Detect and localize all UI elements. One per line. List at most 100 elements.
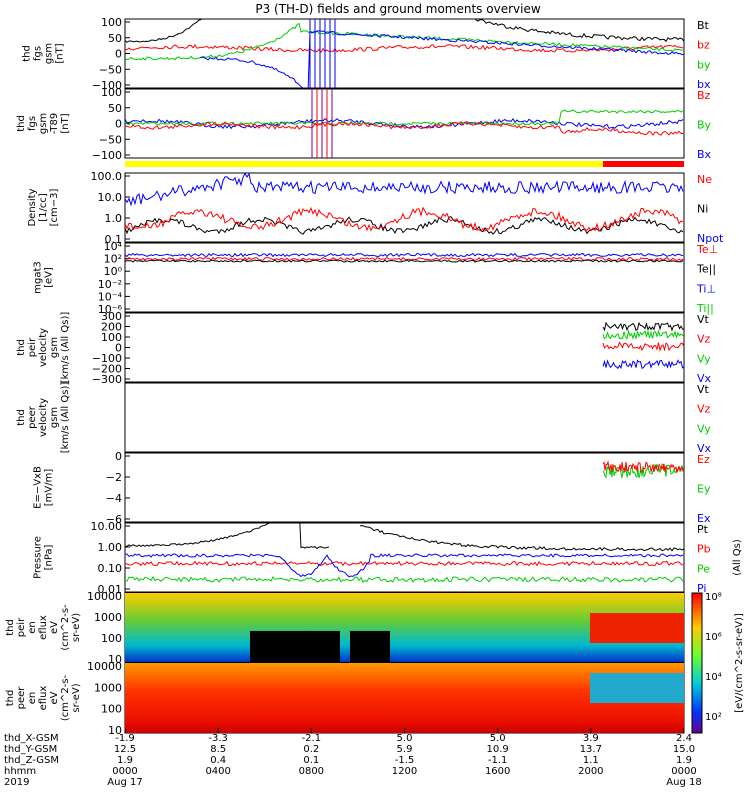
y-tick-label: 1.00 <box>98 541 123 554</box>
y-label-line: fgs <box>27 116 38 131</box>
y-tick-label: −100 <box>92 352 122 365</box>
axis-cell: 1.1 <box>583 755 599 766</box>
heatmap-band <box>590 673 684 703</box>
y-tick-label: −300 <box>92 373 122 386</box>
colorbar-tick: 10⁴ <box>705 672 722 683</box>
y-tick-label: 0.1 <box>105 233 123 246</box>
y-label-line: (cm^2-s- <box>60 604 71 651</box>
axis-cell: 2000 <box>578 766 603 777</box>
y-tick-label: 10 <box>108 724 122 737</box>
y-label-line: [km/s (All Qs)] <box>60 382 71 454</box>
series-bx <box>125 117 684 130</box>
y-label-line: [cm−3] <box>49 189 60 227</box>
legend-vz: Vz <box>697 403 711 416</box>
legend-bx: bx <box>697 78 711 91</box>
y-label-line: sr-eV) <box>71 683 82 712</box>
axis-cell: -1.1 <box>488 755 508 766</box>
y-tick-label: −2 <box>106 471 122 484</box>
mode-bar-red <box>603 161 684 167</box>
y-axis-label: Density [1/cc] [cm−3] <box>27 188 60 226</box>
series-group <box>602 460 684 479</box>
legend-ni: Ni <box>697 203 708 216</box>
legend-vz: Vz <box>697 333 711 346</box>
y-label-line: Density <box>27 188 38 226</box>
axis-cell: 12.5 <box>114 744 136 755</box>
y-axis-label: thd peir velocity gsm [km/s (All Qs)] <box>16 312 71 384</box>
legend-vx: Vx <box>697 372 712 385</box>
axis-cell: 1.9 <box>117 755 133 766</box>
series-te-par <box>125 259 684 263</box>
y-label-line: thd <box>16 115 27 132</box>
series-bx <box>199 30 684 88</box>
mode-bar-yellow <box>125 161 603 167</box>
axis-row-label: thd_Z-GSM <box>4 755 59 766</box>
y-label-line: (cm^2-s- <box>60 674 71 721</box>
y-tick-label: 100 <box>101 16 122 29</box>
axis-cell: 5.0 <box>397 733 413 744</box>
y-tick-label: −100 <box>92 79 122 92</box>
y-tick-label: 10² <box>104 253 122 266</box>
series-by <box>125 109 684 126</box>
legend-npot: Npot <box>697 232 724 245</box>
y-tick-label: 100 <box>101 703 122 716</box>
y-label-line: -T89 <box>49 113 60 135</box>
y-label-line: fgs <box>33 46 44 61</box>
panel-frame <box>124 382 685 453</box>
axis-cell: 1200 <box>392 766 417 777</box>
panel-pressure: 10.00 1.00 0.10 0.01 Pressure [nPa] Pt Pb Pe Pi (A… <box>33 520 744 596</box>
heatmap-void <box>350 630 390 662</box>
series-group <box>125 523 684 583</box>
chart-title: P3 (TH-D) fields and ground moments over… <box>255 2 540 16</box>
axis-cell: 0400 <box>205 766 230 777</box>
panel-peer_eflux: 10000 1000 100 10 thd peer en eflux eV (cm^2-s-sr… <box>5 660 685 737</box>
y-tick-label: 1.0 <box>105 212 123 225</box>
y-label-line: [nT] <box>55 43 66 63</box>
y-tick-label: 200 <box>101 321 122 334</box>
y-tick-label: 0.10 <box>98 562 123 575</box>
axis-cell: 15.0 <box>673 744 695 755</box>
legend-pt: Pt <box>697 523 709 536</box>
y-label-line: velocity <box>38 398 49 437</box>
series-vy <box>602 329 684 340</box>
y-label-line: gsm <box>49 337 60 358</box>
y-tick-label: 10000 <box>87 660 122 673</box>
axis-cell: 0000 <box>112 766 137 777</box>
panel-frame <box>124 452 685 523</box>
panel-frame <box>124 522 685 593</box>
y-tick-label: 10⁰ <box>104 265 123 278</box>
y-label-line: [km/s (All Qs)] <box>60 312 71 384</box>
y-label-line: peir <box>27 337 38 357</box>
colorbar <box>691 592 703 734</box>
series-group <box>125 89 684 158</box>
series-bz <box>125 43 684 54</box>
y-axis-label: thd peer velocity gsm [km/s (All Qs)] <box>16 382 71 454</box>
y-label-line: en <box>27 692 38 705</box>
axis-cell: 13.7 <box>580 744 602 755</box>
axis-cell: -1.9 <box>115 733 135 744</box>
axis-cell: -2.1 <box>302 733 322 744</box>
series-te-perp <box>125 256 684 262</box>
legend-ey: Ey <box>697 483 711 496</box>
axis-cell: 1.9 <box>676 755 692 766</box>
y-label-line: [nT] <box>60 113 71 133</box>
y-axis-label: thd peer en eflux eV (cm^2-s-sr-eV) <box>5 674 82 721</box>
y-axis-label: thd peir en eflux eV (cm^2-s-sr-eV) <box>5 604 82 651</box>
series-vz <box>602 341 684 352</box>
series-pe <box>125 575 684 583</box>
axis-cell: 0.4 <box>210 755 226 766</box>
colorbar-tick: 10⁶ <box>705 632 722 643</box>
y-tick-label: −200 <box>92 363 122 376</box>
y-tick-label: 50 <box>108 102 122 115</box>
legend-bt: Bt <box>697 19 710 32</box>
y-label-line: thd <box>22 45 33 62</box>
y-tick-label: 0 <box>115 48 122 61</box>
y-tick-label: 10.00 <box>91 520 123 533</box>
y-tick-label: 0 <box>115 118 122 131</box>
panel-fgs_dip: 100 50 0 −50 −100 thd fgs gsm -T89 [nT] Bz By Bx <box>16 86 712 162</box>
legend-ne: Ne <box>697 173 712 186</box>
panel-density: 100.0 10.0 1.0 0.1 Density [1/cc] [cm−3] Ne Ni Np… <box>27 170 724 246</box>
y-tick-label: 0.01 <box>98 583 123 596</box>
series-pt <box>125 523 330 550</box>
